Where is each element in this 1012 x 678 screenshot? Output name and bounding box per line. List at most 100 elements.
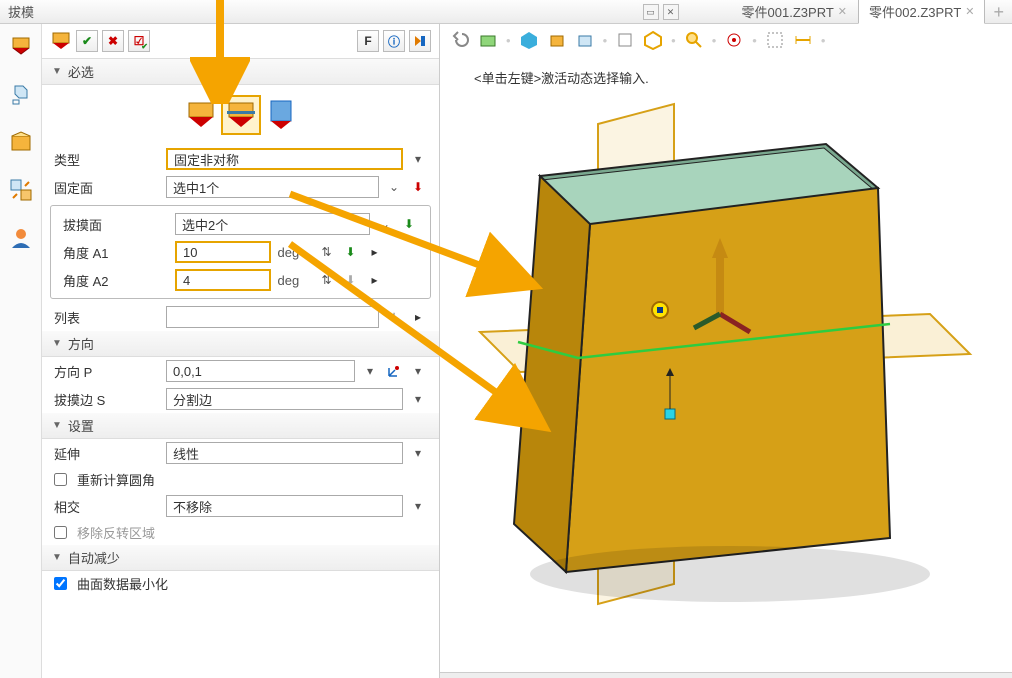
row-surface-min: 曲面数据最小化 [42,571,439,596]
section-direction[interactable]: ▼ 方向 [42,331,439,357]
cube-tree-icon[interactable] [9,82,33,106]
row-angle-a2: 角度 A2 4 deg ⇅ ⬇ ▸ [51,266,430,294]
download-icon[interactable]: ⬇ [400,215,418,233]
list-field[interactable] [166,306,379,328]
row-intersect: 相交 不移除 ▾ [42,492,439,520]
label-dir-p: 方向 P [54,362,160,381]
section-auto-reduce[interactable]: ▼ 自动减少 [42,545,439,571]
extend-dropdown[interactable]: 线性 [166,442,403,464]
intersect-dropdown[interactable]: 不移除 [166,495,403,517]
target-icon[interactable] [724,30,744,50]
label-type: 类型 [54,150,160,169]
viewport-toolbar: • • • • • • [440,24,1012,56]
section-label: 必选 [68,62,94,81]
download-icon[interactable]: ⬇ [341,243,359,261]
row-draft-edge: 拔摸边 S 分割边 ▾ [42,385,439,413]
chevron-down-icon[interactable]: ▾ [409,390,427,408]
measure-icon[interactable] [793,30,813,50]
type-dropdown[interactable]: 固定非对称 [166,148,403,170]
label-draft-face: 拔摸面 [63,215,169,234]
label-list: 列表 [54,308,160,327]
type-option-2[interactable] [221,95,261,135]
help-button[interactable] [409,30,431,52]
wireframe-icon[interactable] [615,30,635,50]
label-intersect: 相交 [54,497,160,516]
f-button[interactable]: F [357,30,379,52]
angle-a2-input[interactable]: 4 [175,269,271,291]
frame-icon[interactable] [765,30,785,50]
section-label: 方向 [68,334,94,353]
panel-toolbar: ✔ ✖ ☑✔ F ⓘ [42,24,439,59]
dir-p-field[interactable]: 0,0,1 [166,360,355,382]
stepper-icon[interactable]: ⇅ [317,243,335,261]
expand-icon[interactable]: ⌄ [376,215,394,233]
viewport[interactable]: • • • • • • <单击左键>激活动态选择输入. [440,24,1012,678]
assembly-icon[interactable] [9,34,33,58]
tab-doc-2[interactable]: 零件002.Z3PRT ✕ [858,0,985,24]
row-draft-face: 拔摸面 选中2个 ⌄ ⬇ [51,210,430,238]
document-tabs: 零件001.Z3PRT ✕ 零件002.Z3PRT ✕ + [731,0,1012,24]
model-view [460,84,1012,644]
chevron-down-icon[interactable]: ▾ [409,362,427,380]
search-icon[interactable] [684,30,704,50]
save-list-icon[interactable]: ⤓ [385,308,403,326]
swap-icon[interactable] [9,178,33,202]
chevron-down-icon[interactable]: ▾ [361,362,379,380]
close-window-icon[interactable]: ✕ [663,4,679,20]
options-icon[interactable]: ▸ [365,271,383,289]
label-fixed-face: 固定面 [54,178,160,197]
label-recalc: 重新计算圆角 [77,470,155,489]
undo-icon[interactable] [450,30,470,50]
ok-button[interactable]: ✔ [76,30,98,52]
angle-a1-input[interactable]: 10 [175,241,271,263]
chevron-down-icon[interactable]: ▾ [409,497,427,515]
surface-min-checkbox[interactable] [54,577,67,590]
section-settings[interactable]: ▼ 设置 [42,413,439,439]
options-icon[interactable]: ▸ [409,308,427,326]
box-solid-icon[interactable] [547,30,567,50]
close-icon[interactable]: ✕ [838,5,847,18]
row-dir-p: 方向 P 0,0,1 ▾ ▾ [42,357,439,385]
close-icon[interactable]: ✕ [965,5,974,18]
expand-icon[interactable]: ⌄ [385,178,403,196]
section-required[interactable]: ▼ 必选 [42,59,439,85]
apply-button[interactable]: ☑✔ [128,30,150,52]
reverse-icon[interactable]: ⬇ [409,178,427,196]
box-icon[interactable] [9,130,33,154]
info-button[interactable]: ⓘ [383,30,405,52]
draft-group: 拔摸面 选中2个 ⌄ ⬇ 角度 A1 10 deg ⇅ ⬇ ▸ 角度 A2 4 … [50,205,431,299]
type-option-3[interactable] [261,95,301,135]
restore-icon[interactable]: ▭ [643,4,659,20]
display-icon[interactable] [478,30,498,50]
remove-flip-checkbox[interactable] [54,526,67,539]
user-icon[interactable] [9,226,33,250]
label-angle-a2: 角度 A2 [63,271,169,290]
fixed-face-field[interactable]: 选中1个 [166,176,379,198]
add-tab-button[interactable]: + [985,5,1012,19]
row-type: 类型 固定非对称 ▾ [42,145,439,173]
chevron-down-icon[interactable]: ▾ [409,444,427,462]
chevron-down-icon: ▼ [52,338,62,349]
chevron-down-icon[interactable]: ▾ [409,150,427,168]
cancel-button[interactable]: ✖ [102,30,124,52]
draft-edge-dropdown[interactable]: 分割边 [166,388,403,410]
box-wire-icon[interactable] [575,30,595,50]
type-option-1[interactable] [181,95,221,135]
type-icon-row [42,85,439,145]
section-label: 自动减少 [68,548,120,567]
options-icon[interactable]: ▸ [365,243,383,261]
axis-icon[interactable] [385,362,403,380]
recalc-checkbox[interactable] [54,473,67,486]
row-list: 列表 ⤓ ▸ [42,303,439,331]
chevron-down-icon: ▼ [52,66,62,77]
tab-doc-1[interactable]: 零件001.Z3PRT ✕ [731,0,858,24]
section-label: 设置 [68,416,94,435]
unit-a1: deg [277,245,311,260]
stepper-icon[interactable]: ⇅ [317,271,335,289]
row-extend: 延伸 线性 ▾ [42,439,439,467]
shaded-icon[interactable] [519,30,539,50]
hex-icon[interactable] [643,30,663,50]
draft-face-field[interactable]: 选中2个 [175,213,370,235]
row-fixed-face: 固定面 选中1个 ⌄ ⬇ [42,173,439,201]
disabled-icon: ⬇ [341,271,359,289]
